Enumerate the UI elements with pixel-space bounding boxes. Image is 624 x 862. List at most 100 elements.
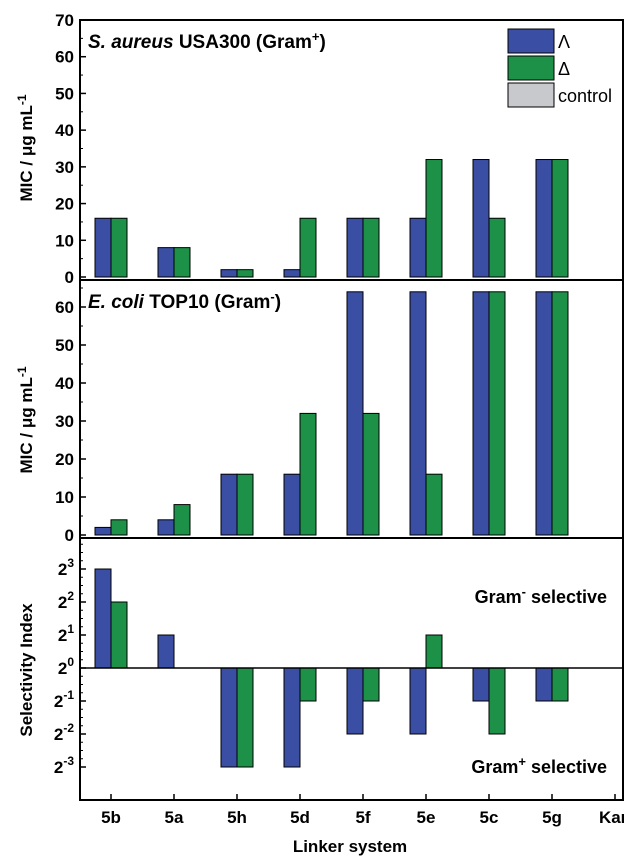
bar-5f-delta xyxy=(362,412,380,536)
y-tick-label: 0 xyxy=(65,268,74,287)
bar-5c-lambda xyxy=(472,159,490,278)
x-axis-label: Linker system xyxy=(293,837,407,856)
y-tick-label: 40 xyxy=(55,121,74,140)
y-tick-label: 20 xyxy=(55,195,74,214)
y-tick-label: 70 xyxy=(55,11,74,30)
y-tick-label: 2-2 xyxy=(54,721,74,744)
panel-saureus-title: S. aureus USA300 (Gram+) xyxy=(88,29,326,53)
bar-5c-delta xyxy=(488,291,506,536)
bar-5c-delta xyxy=(488,667,506,735)
legend-swatch-lambda xyxy=(507,28,555,54)
bar-5g-delta xyxy=(551,667,569,702)
bar-5d-delta xyxy=(299,217,317,278)
bar-5g-lambda xyxy=(535,159,553,278)
panel-ecoli-title: E. coli TOP10 (Gram-) xyxy=(88,289,281,313)
bar-5g-delta xyxy=(551,291,569,536)
bar-5c-lambda xyxy=(472,667,490,702)
panel-selectivity: 23 22 21 20 2-1 2-2 2-3 Gram- selective Gram+ … xyxy=(17,543,624,856)
legend: Λ Δ control xyxy=(507,28,612,108)
annotation-gram-positive: Gram+ selective xyxy=(471,754,607,777)
bar-5a-lambda xyxy=(157,247,175,278)
panel-saureus-yticks: 0 10 20 30 40 50 60 70 xyxy=(55,11,86,287)
bar-5h-delta xyxy=(236,473,254,536)
panel-ecoli-yticks: 0 10 20 30 40 50 60 xyxy=(55,287,86,545)
bar-5b-lambda xyxy=(94,568,112,669)
panel-ecoli-bars xyxy=(94,291,569,536)
bar-5e-delta xyxy=(425,159,443,278)
legend-swatch-control xyxy=(507,82,555,108)
bar-5d-delta xyxy=(299,412,317,536)
bar-5c-lambda xyxy=(472,291,490,536)
bar-5b-delta xyxy=(110,217,128,278)
y-tick-label: 2-1 xyxy=(54,688,74,711)
bar-5a-delta xyxy=(173,504,191,536)
y-tick-label: 50 xyxy=(55,336,74,355)
legend-label-control: control xyxy=(558,86,612,106)
x-category-label: Kan xyxy=(599,808,624,827)
x-category-label: 5a xyxy=(165,808,184,827)
bar-5f-delta xyxy=(362,217,380,278)
x-category-label: 5c xyxy=(480,808,499,827)
bar-5h-lambda xyxy=(220,269,238,278)
x-category-labels: 5b 5a 5h 5d 5f 5e 5c 5g Kan xyxy=(101,794,624,827)
legend-label-delta: Δ xyxy=(558,59,570,79)
bar-5g-delta xyxy=(551,159,569,278)
bar-5b-lambda xyxy=(94,526,112,536)
bar-5d-delta xyxy=(299,667,317,702)
bar-5h-delta xyxy=(236,667,254,768)
bar-5b-delta xyxy=(110,601,128,669)
x-category-label: 5e xyxy=(417,808,436,827)
y-tick-label: 10 xyxy=(55,488,74,507)
bar-5h-lambda xyxy=(220,667,238,768)
bar-5d-lambda xyxy=(283,667,301,768)
x-category-label: 5g xyxy=(542,808,562,827)
legend-swatch-delta xyxy=(507,55,555,81)
bar-5g-lambda xyxy=(535,667,553,702)
bar-5e-delta xyxy=(425,473,443,536)
bar-5a-delta xyxy=(173,247,191,278)
bar-5e-lambda xyxy=(409,667,427,735)
y-tick-label: 40 xyxy=(55,374,74,393)
bar-5e-lambda xyxy=(409,291,427,536)
annotation-gram-negative: Gram- selective xyxy=(475,584,607,607)
y-tick-label: 23 xyxy=(58,556,74,579)
x-category-label: 5d xyxy=(290,808,310,827)
legend-label-lambda: Λ xyxy=(558,32,570,52)
panel-ecoli-ylabel: MIC / μg mL-1 xyxy=(15,366,36,473)
panel-ecoli: 0 10 20 30 40 50 60 E. coli TOP10 (Gram-) MIC … xyxy=(15,287,569,545)
panel-frames xyxy=(79,19,624,801)
panel-saureus-ylabel: MIC / μg mL-1 xyxy=(15,94,36,201)
bar-5f-lambda xyxy=(346,217,364,278)
bar-5f-delta xyxy=(362,667,380,702)
plot-frame xyxy=(79,19,624,801)
bar-5a-lambda xyxy=(157,634,175,669)
bar-5h-delta xyxy=(236,269,254,278)
bar-5f-lambda xyxy=(346,291,364,536)
bar-5d-lambda xyxy=(283,473,301,536)
panel-saureus: 0 10 20 30 40 50 60 70 S. aureus USA300 (Gram+)… xyxy=(15,11,569,287)
bar-5d-lambda xyxy=(283,269,301,278)
bar-5f-lambda xyxy=(346,667,364,735)
bar-5e-delta xyxy=(425,634,443,669)
y-tick-label: 60 xyxy=(55,298,74,317)
bar-5h-lambda xyxy=(220,473,238,536)
y-tick-label: 22 xyxy=(58,589,74,612)
bar-5c-delta xyxy=(488,217,506,278)
x-category-label: 5h xyxy=(227,808,247,827)
y-tick-label: 20 xyxy=(58,655,74,678)
bar-5e-lambda xyxy=(409,217,427,278)
y-tick-label: 2-3 xyxy=(54,754,74,777)
bar-5b-delta xyxy=(110,519,128,536)
y-tick-label: 20 xyxy=(55,450,74,469)
x-category-label: 5b xyxy=(101,808,121,827)
bar-5a-lambda xyxy=(157,519,175,536)
y-tick-label: 10 xyxy=(55,231,74,250)
y-tick-label: 0 xyxy=(65,526,74,545)
panel-saureus-bars xyxy=(94,159,569,278)
y-tick-label: 50 xyxy=(55,84,74,103)
y-tick-label: 30 xyxy=(55,158,74,177)
bar-5g-lambda xyxy=(535,291,553,536)
y-tick-label: 60 xyxy=(55,48,74,67)
panel-selectivity-ylabel: Selectivity Index xyxy=(17,603,36,737)
